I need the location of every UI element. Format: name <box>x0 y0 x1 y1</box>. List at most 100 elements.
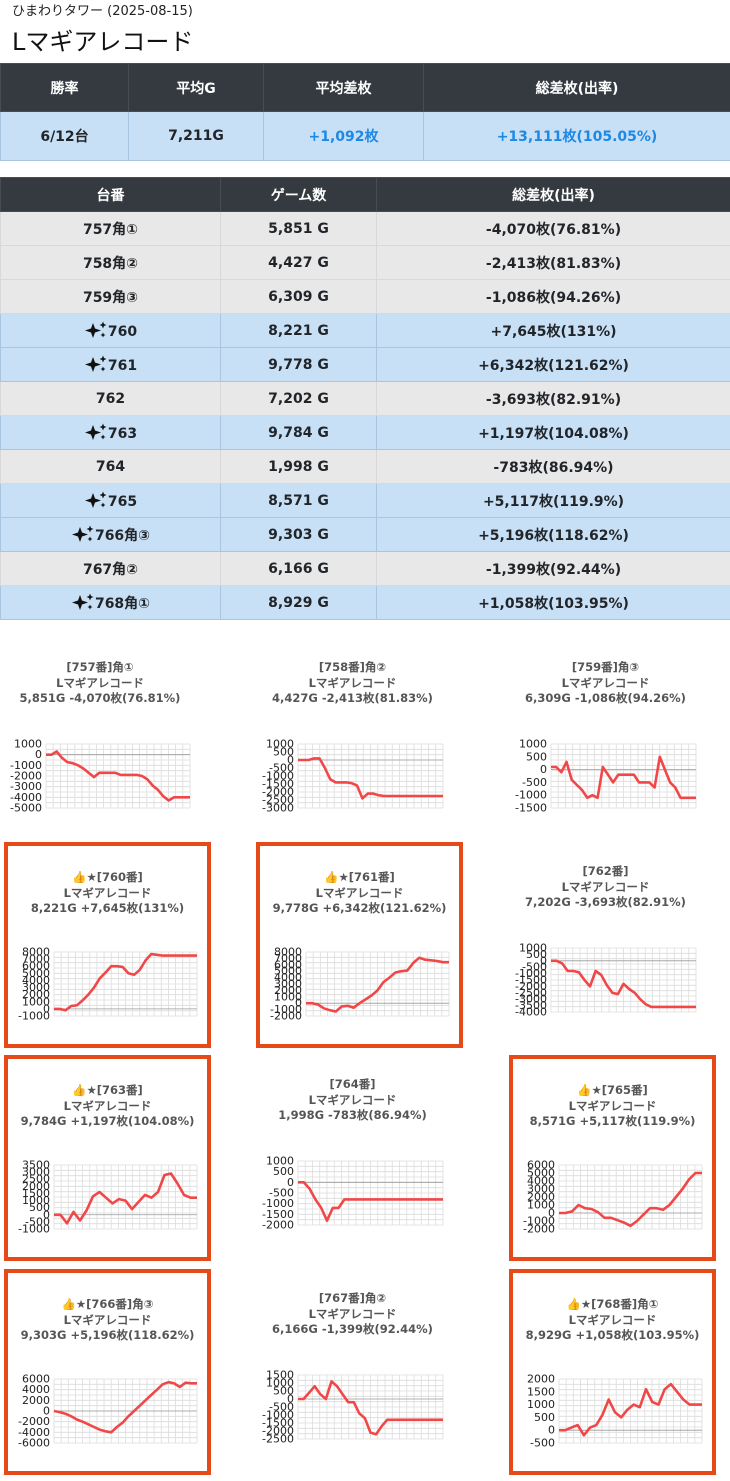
chart-grid <box>297 743 444 809</box>
y-tick-label: 0 <box>287 754 294 767</box>
balance-line-chart: 10005000-500-1000-1500-2000-2500-3000-35… <box>515 942 697 1019</box>
chart-caption: 👍★[765番] Lマギアレコード 8,571G +5,117枚(119.9%) <box>513 1083 712 1130</box>
chart-title-line: Lマギアレコード <box>63 1098 152 1113</box>
y-tick-label: 7000 <box>22 953 50 966</box>
y-tick-label: 1500 <box>527 1385 555 1398</box>
unit-number: 767角② <box>82 561 139 578</box>
games-cell: 9,778 G <box>220 347 377 382</box>
chart-title-line: 4,427G -2,413枚(81.83%) <box>272 691 433 705</box>
unit-number-cell: 763 <box>0 415 221 450</box>
sparkles-icon <box>71 525 94 542</box>
series-line <box>298 1181 443 1222</box>
diff-cell: -4,070枚(76.81%) <box>376 211 730 246</box>
chart-grid <box>45 743 191 809</box>
chart-caption: [764番] Lマギアレコード 1,998G -783枚(86.94%) <box>252 1077 453 1124</box>
chart-title-line: 8,929G +1,058枚(103.95%) <box>525 1328 700 1342</box>
chart-title-line: 8,571G +5,117枚(119.9%) <box>529 1114 696 1128</box>
y-tick-label: -1000 <box>10 759 42 772</box>
y-tick-label: -1500 <box>262 1208 294 1221</box>
y-tick-label: 2500 <box>22 1173 50 1186</box>
y-tick-label: 1000 <box>14 738 42 751</box>
diff-cell: +6,342枚(121.62%) <box>376 347 730 382</box>
balance-line-chart: 800070006000500040003000200010000-1000-2… <box>270 946 450 1023</box>
diff-cell: +7,645枚(131%) <box>376 313 730 348</box>
unit-number: 761 <box>107 358 138 374</box>
y-tick-label: 0 <box>287 1393 294 1406</box>
games-cell: 1,998 G <box>220 449 377 484</box>
unit-number-cell: 758角② <box>0 245 221 280</box>
table-row: 762 7,202 G -3,693枚(82.91%) <box>0 381 730 416</box>
summary-header-total-diff: 総差枚(出率) <box>423 63 730 112</box>
y-tick-label: -500 <box>269 1401 294 1414</box>
sparkles-icon <box>84 423 107 440</box>
chart-caption: 👍★[761番] Lマギアレコード 9,778G +6,342枚(121.62%) <box>260 870 459 917</box>
y-tick-label: 500 <box>526 948 547 961</box>
y-tick-label: 4000 <box>527 1175 555 1188</box>
y-tick-label: -3000 <box>262 802 294 815</box>
sparkles-icon <box>71 593 94 610</box>
y-tick-label: 2000 <box>527 1191 555 1204</box>
unit-number: 760 <box>107 324 138 340</box>
chart-title-line: Lマギアレコード <box>568 1098 657 1113</box>
y-tick-label: -1500 <box>262 778 294 791</box>
summary-avg-games: 7,211G <box>128 111 264 161</box>
summary-header-winrate: 勝率 <box>0 63 129 112</box>
unit-number: 764 <box>95 458 126 475</box>
unit-chart-card: [757番]角① Lマギアレコード 5,851G -4,070枚(76.81%) 10… <box>0 638 200 826</box>
chart-title-line: Lマギアレコード <box>56 675 144 690</box>
y-tick-label: -1500 <box>262 1417 294 1430</box>
series-line <box>46 750 190 802</box>
summary-avg-diff: +1,092枚 <box>263 111 424 161</box>
chart-caption: 👍★[766番]角③ Lマギアレコード 9,303G +5,196枚(118.62%… <box>8 1297 207 1344</box>
chart-grid <box>558 1164 703 1230</box>
summary-winrate: 6/12台 <box>0 111 129 161</box>
y-tick-label: -5000 <box>10 802 42 815</box>
y-tick-label: 2000 <box>527 1373 555 1386</box>
y-tick-label: -2000 <box>18 1415 50 1428</box>
y-tick-label: 0 <box>287 1176 294 1189</box>
unit-number-cell: 767角② <box>0 551 221 586</box>
y-tick-label: 0 <box>540 763 547 776</box>
diff-cell: +1,197枚(104.08%) <box>376 415 730 450</box>
y-tick-label: 1000 <box>22 995 50 1008</box>
chart-grid <box>558 1378 703 1444</box>
series-line <box>53 1380 197 1434</box>
y-tick-label: -2500 <box>262 1433 294 1446</box>
chart-grid <box>550 947 697 1013</box>
unit-chart-card: [762番] Lマギアレコード 7,202G -3,693枚(82.91%) 1000… <box>505 842 706 1038</box>
unit-number: 768角① <box>94 595 151 612</box>
table-row: 768角① 8,929 G +1,058枚(103.95%) <box>0 585 730 620</box>
chart-caption: 👍★[760番] Lマギアレコード 8,221G +7,645枚(131%) <box>8 870 207 917</box>
y-tick-label: -2000 <box>262 1425 294 1438</box>
chart-caption: [758番]角② Lマギアレコード 4,427G -2,413枚(81.83%) <box>252 660 453 707</box>
y-tick-label: 3500 <box>22 1159 50 1172</box>
units-header-diff: 総差枚(出率) <box>376 177 730 212</box>
unit-number: 758角② <box>82 255 139 272</box>
unit-chart-card: [764番] Lマギアレコード 1,998G -783枚(86.94%) 1000 50… <box>252 1055 453 1251</box>
chart-caption: [759番]角③ Lマギアレコード 6,309G -1,086枚(94.26%) <box>505 660 706 707</box>
page-subtitle: ひまわりタワー (2025-08-15) <box>12 4 193 19</box>
y-tick-label: 1000 <box>274 990 302 1003</box>
y-tick-label: 500 <box>29 1201 50 1214</box>
y-tick-label: 0 <box>43 1002 50 1015</box>
unit-number-cell: 762 <box>0 381 221 416</box>
y-tick-label: 0 <box>43 1405 50 1418</box>
chart-title-line: Lマギアレコード <box>561 879 650 894</box>
y-tick-label: -2000 <box>515 980 547 993</box>
y-tick-label: 1000 <box>519 738 547 751</box>
chart-title-line: [767番]角② <box>318 1291 387 1305</box>
y-tick-label: 4000 <box>22 1383 50 1396</box>
series-line <box>298 757 443 800</box>
y-tick-label: -500 <box>522 776 547 789</box>
diff-cell: +1,058枚(103.95%) <box>376 585 730 620</box>
summary-header-avg-diff: 平均差枚 <box>263 63 424 112</box>
unit-chart-card: 👍★[768番]角① Lマギアレコード 8,929G +1,058枚(103.95%… <box>509 1269 716 1475</box>
units-header-games: ゲーム数 <box>220 177 377 212</box>
y-tick-label: 5000 <box>274 965 302 978</box>
y-tick-label: -3000 <box>10 780 42 793</box>
y-tick-label: -2500 <box>515 986 547 999</box>
y-tick-label: 3000 <box>22 981 50 994</box>
